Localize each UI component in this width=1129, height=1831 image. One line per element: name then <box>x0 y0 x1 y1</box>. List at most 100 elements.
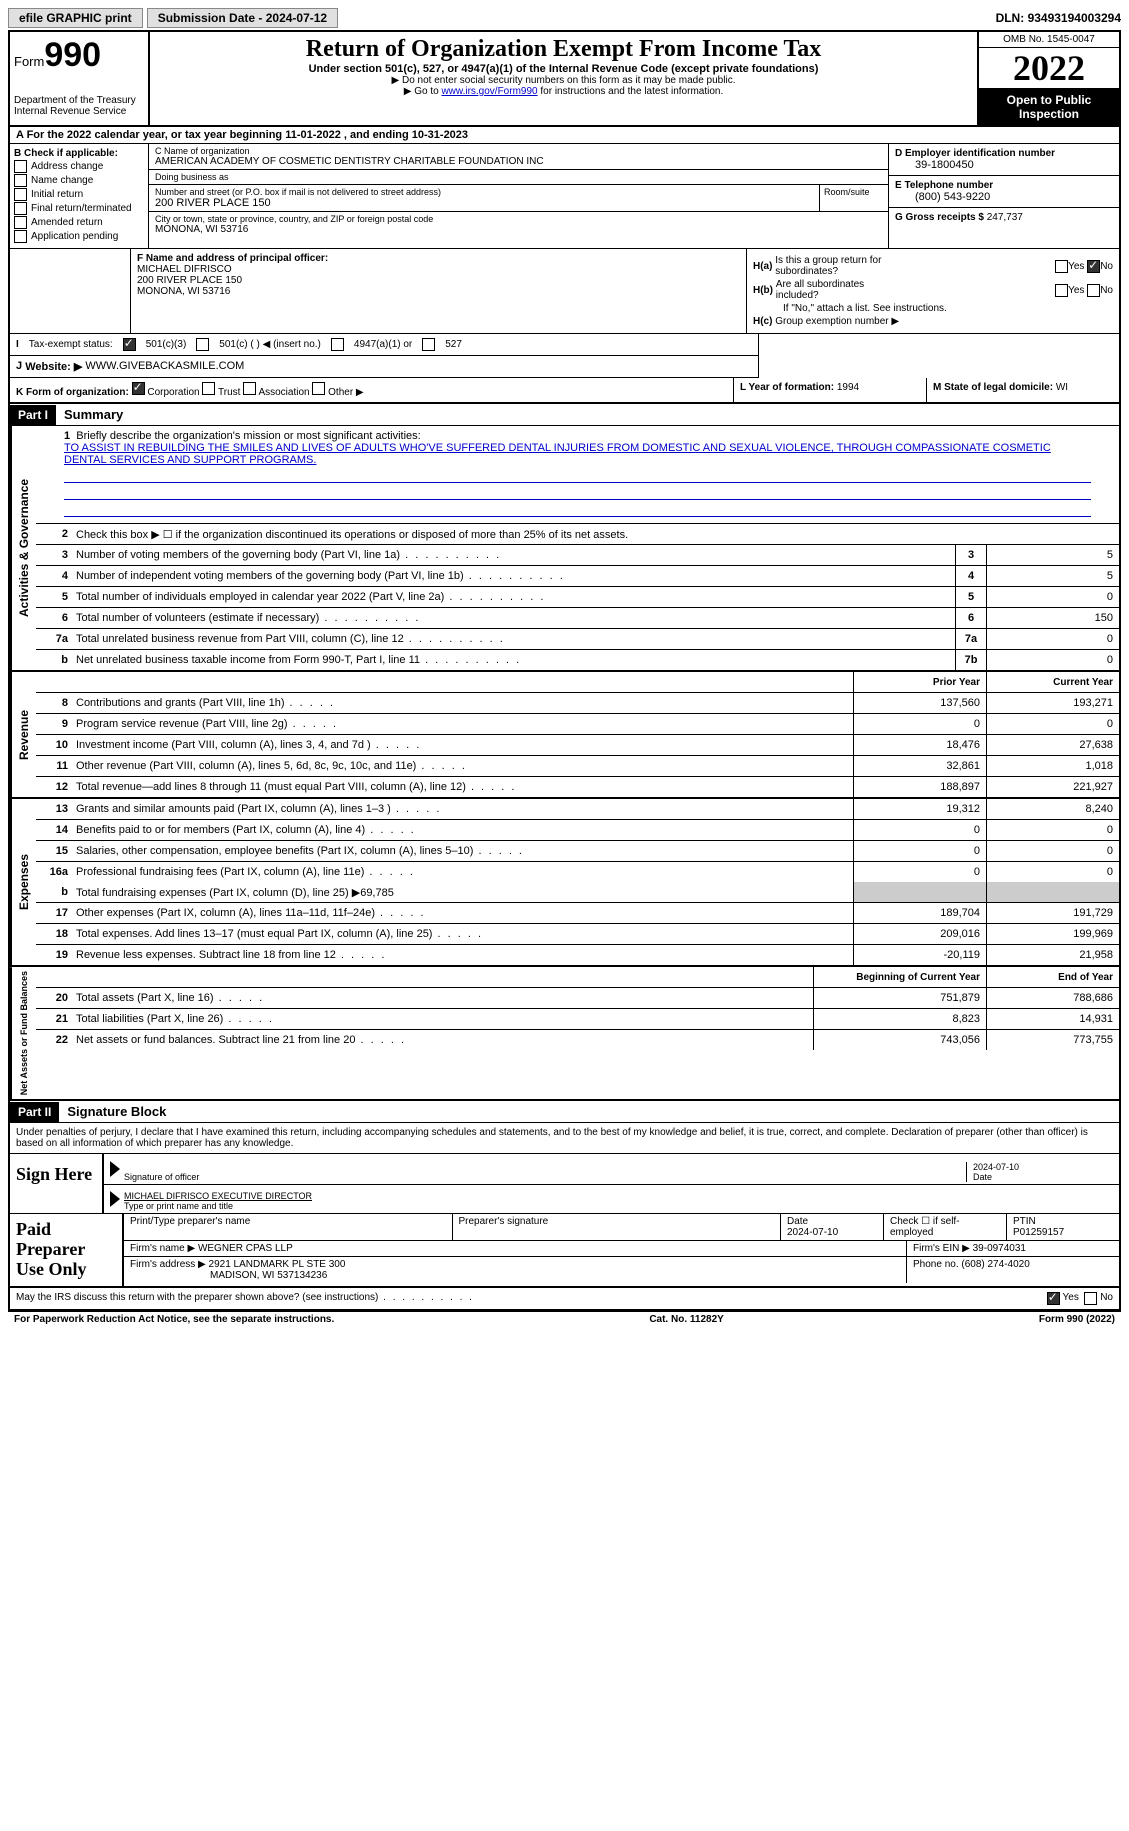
addr-label: Number and street (or P.O. box if mail i… <box>155 187 813 197</box>
vtab-expenses: Expenses <box>10 799 36 965</box>
chk-amended[interactable] <box>14 216 27 229</box>
row-a-tax-year: A For the 2022 calendar year, or tax yea… <box>10 127 1119 144</box>
line8: 8Contributions and grants (Part VIII, li… <box>36 693 1119 714</box>
line20: 20Total assets (Part X, line 16)751,8797… <box>36 988 1119 1009</box>
gross-label: G Gross receipts $ <box>895 212 987 223</box>
header-right: OMB No. 1545-0047 2022 Open to Public In… <box>977 32 1119 125</box>
org-name: AMERICAN ACADEMY OF COSMETIC DENTISTRY C… <box>155 156 882 167</box>
ein-value: 39-1800450 <box>895 159 1113 171</box>
chk-assoc[interactable] <box>243 382 256 395</box>
form-title: Return of Organization Exempt From Incom… <box>154 36 973 63</box>
irs-link[interactable]: www.irs.gov/Form990 <box>441 86 537 97</box>
chk-initial-return[interactable] <box>14 188 27 201</box>
line11: 11Other revenue (Part VIII, column (A), … <box>36 756 1119 777</box>
line22: 22Net assets or fund balances. Subtract … <box>36 1030 1119 1050</box>
line3: 3Number of voting members of the governi… <box>36 545 1119 566</box>
sig-date-value: 2024-07-10 <box>973 1162 1113 1172</box>
row-l: L Year of formation: 1994 <box>734 378 927 402</box>
arrow-icon <box>110 1161 120 1177</box>
chk-ha-yes[interactable] <box>1055 260 1068 273</box>
prior-year-header: Prior Year <box>853 672 986 692</box>
part2-header: Part II Signature Block <box>10 1101 1119 1123</box>
cat-number: Cat. No. 11282Y <box>649 1314 723 1325</box>
row-m: M State of legal domicile: WI <box>927 378 1119 402</box>
submission-date-button[interactable]: Submission Date - 2024-07-12 <box>147 8 338 28</box>
part2-title: Signature Block <box>59 1101 174 1122</box>
chk-4947[interactable] <box>331 338 344 351</box>
chk-corp[interactable] <box>132 382 145 395</box>
part1-title: Summary <box>56 404 131 425</box>
col-f-spacer <box>10 249 131 333</box>
chk-501c[interactable] <box>196 338 209 351</box>
col-f: F Name and address of principal officer:… <box>131 249 747 333</box>
line18: 18Total expenses. Add lines 13–17 (must … <box>36 924 1119 945</box>
chk-app-pending[interactable] <box>14 230 27 243</box>
chk-other[interactable] <box>312 382 325 395</box>
signature-section: Under penalties of perjury, I declare th… <box>10 1123 1119 1309</box>
org-name-label: C Name of organization <box>155 146 882 156</box>
chk-ha-no[interactable] <box>1087 260 1100 273</box>
form-header: Form990 Department of the Treasury Inter… <box>10 32 1119 127</box>
efile-print-button[interactable]: efile GRAPHIC print <box>8 8 143 28</box>
prep-date: Date2024-07-10 <box>781 1214 884 1240</box>
column-b: B Check if applicable: Address change Na… <box>10 144 149 248</box>
vtab-revenue: Revenue <box>10 672 36 797</box>
chk-final-return[interactable] <box>14 202 27 215</box>
arrow-icon <box>110 1191 120 1207</box>
officer-addr2: MONONA, WI 53716 <box>137 286 740 297</box>
j-label: J <box>16 360 22 373</box>
summary-activities: Activities & Governance 1 Briefly descri… <box>10 426 1119 672</box>
submission-date: 2024-07-12 <box>266 11 327 25</box>
footer-line: For Paperwork Reduction Act Notice, see … <box>8 1312 1121 1327</box>
ptin-field: PTINP01259157 <box>1007 1214 1119 1240</box>
chk-hb-no[interactable] <box>1087 284 1100 297</box>
officer-label: F Name and address of principal officer: <box>137 253 328 264</box>
current-year-header: Current Year <box>986 672 1119 692</box>
hc-text: Group exemption number ▶ <box>775 316 899 327</box>
vtab-netassets: Net Assets or Fund Balances <box>10 967 36 1099</box>
mission-text: TO ASSIST IN REBUILDING THE SMILES AND L… <box>64 442 1051 466</box>
lineb: bNet unrelated business taxable income f… <box>36 650 1119 670</box>
prep-name-field: Print/Type preparer's name <box>124 1214 453 1240</box>
chk-hb-yes[interactable] <box>1055 284 1068 297</box>
firm-ein: Firm's EIN ▶ 39-0974031 <box>907 1241 1119 1256</box>
form-footer: Form 990 (2022) <box>1039 1314 1115 1325</box>
hb-label: H(b) <box>753 285 773 296</box>
row-k: K Form of organization: Corporation Trus… <box>10 378 734 402</box>
ssn-note: ▶ Do not enter social security numbers o… <box>154 75 973 86</box>
vtab-activities: Activities & Governance <box>10 426 36 670</box>
revenue-header-row: Prior Year Current Year <box>36 672 1119 693</box>
officer-name: MICHAEL DIFRISCO <box>137 264 740 275</box>
self-employed-check[interactable]: Check ☐ if self-employed <box>884 1214 1007 1240</box>
line21: 21Total liabilities (Part X, line 26)8,8… <box>36 1009 1119 1030</box>
section-bcd: B Check if applicable: Address change Na… <box>10 144 1119 249</box>
chk-trust[interactable] <box>202 382 215 395</box>
chk-discuss-no[interactable] <box>1084 1292 1097 1305</box>
city-value: MONONA, WI 53716 <box>155 224 882 235</box>
chk-address-change[interactable] <box>14 160 27 173</box>
form-subtitle: Under section 501(c), 527, or 4947(a)(1)… <box>154 63 973 75</box>
line4: 4Number of independent voting members of… <box>36 566 1119 587</box>
line15: 15Salaries, other compensation, employee… <box>36 841 1119 862</box>
line14: 14Benefits paid to or for members (Part … <box>36 820 1119 841</box>
tel-value: (800) 543-9220 <box>895 191 1113 203</box>
hb-note: If "No," attach a list. See instructions… <box>753 303 1113 314</box>
section-fh: F Name and address of principal officer:… <box>10 249 1119 334</box>
part1-header: Part I Summary <box>10 404 1119 426</box>
summary-revenue: Revenue Prior Year Current Year 8Contrib… <box>10 672 1119 799</box>
firm-address: Firm's address ▶ 2921 LANDMARK PL STE 30… <box>124 1257 907 1283</box>
hc-label: H(c) <box>753 316 772 327</box>
chk-discuss-yes[interactable] <box>1047 1292 1060 1305</box>
line7a: 7aTotal unrelated business revenue from … <box>36 629 1119 650</box>
top-toolbar: efile GRAPHIC print Submission Date - 20… <box>8 8 1121 28</box>
chk-name-change[interactable] <box>14 174 27 187</box>
dba-label: Doing business as <box>155 172 882 182</box>
chk-501c3[interactable] <box>123 338 136 351</box>
line10: 10Investment income (Part VIII, column (… <box>36 735 1119 756</box>
prep-sig-field[interactable]: Preparer's signature <box>453 1214 782 1240</box>
chk-527[interactable] <box>422 338 435 351</box>
dln-display: DLN: 93493194003294 <box>996 11 1121 25</box>
summary-netassets: Net Assets or Fund Balances Beginning of… <box>10 967 1119 1101</box>
form-label: Form <box>14 54 44 69</box>
officer-signature-field[interactable]: Signature of officer <box>124 1156 966 1182</box>
